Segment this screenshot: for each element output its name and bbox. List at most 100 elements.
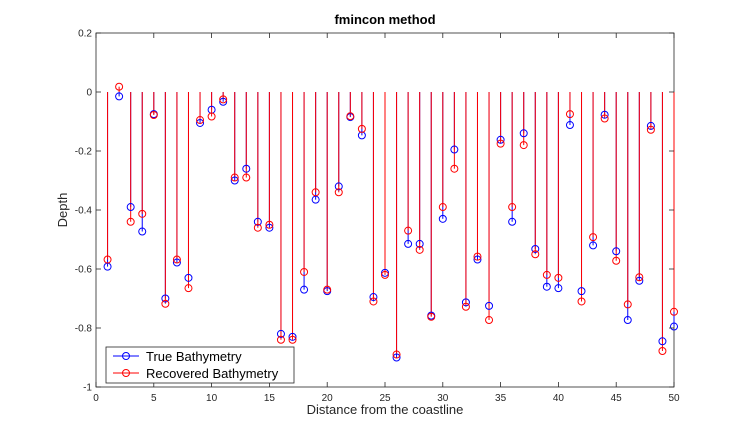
marker-s0-7 [172,258,181,267]
marker-s1-41 [565,110,574,119]
marker-s0-4 [138,227,147,236]
marker-s0-43 [589,241,598,250]
marker-s1-20 [323,285,332,294]
legend: True Bathymetry Recovered Bathymetry [105,346,295,384]
marker-s1-21 [334,188,343,197]
x-axis: 0 5 10 15 20 25 30 35 40 45 50 [93,33,680,404]
marker-s0-17 [288,332,297,341]
marker-s0-15 [265,223,274,232]
marker-s1-8 [184,284,193,293]
y-tick-label-6: 0.2 [78,29,92,40]
marker-s0-36 [508,217,517,226]
y-tick-label-4: -0.2 [75,147,93,158]
legend-marker-true [122,352,130,360]
y-tick-label-5: 0 [86,88,92,99]
marker-s1-23 [357,124,366,133]
marker-s1-33 [473,252,482,261]
marker-s1-50 [670,307,678,316]
stems-layer [107,86,675,358]
marker-s0-18 [300,285,309,294]
marker-s0-2 [115,92,124,101]
marker-s0-49 [658,337,667,346]
marker-s1-45 [612,256,621,265]
marker-s0-34 [485,301,494,310]
marker-s0-25 [381,268,389,277]
x-tick-label-25: 25 [379,393,391,404]
marker-s0-28 [415,239,424,248]
y-tick-label-2: -0.6 [75,265,93,276]
marker-s0-45 [612,247,621,256]
plot-area [95,32,678,388]
marker-s1-28 [415,245,424,254]
x-tick-label-30: 30 [437,393,449,404]
marker-s1-48 [646,125,655,134]
marker-s1-17 [288,335,297,344]
marker-s1-24 [369,297,378,306]
marker-s0-32 [461,298,470,307]
marker-s1-16 [276,335,285,344]
marker-s1-40 [554,273,563,282]
marker-s1-49 [658,347,667,356]
marker-s1-9 [196,116,205,125]
marker-s1-25 [381,270,389,279]
marker-s0-13 [242,164,251,173]
legend-label-recovered: Recovered Bathymetry [146,366,279,381]
chart-title: fmincon method [334,12,435,27]
legend-entry-true: True Bathymetry [113,349,242,364]
marker-s1-1 [103,255,112,264]
marker-s1-35 [496,139,505,148]
marker-s0-24 [369,293,378,302]
marker-s1-4 [138,209,147,218]
marker-s1-13 [242,173,251,182]
markers-layer [103,82,678,362]
x-tick-label-50: 50 [668,393,680,404]
marker-s1-18 [300,267,309,276]
marker-s0-47 [635,276,644,285]
marker-s0-12 [230,176,239,185]
marker-s1-6 [161,299,170,308]
marker-s1-19 [311,188,320,197]
x-tick-label-35: 35 [495,393,507,404]
marker-s0-27 [404,239,413,248]
marker-s1-36 [508,203,517,212]
y-axis: -1 -0.8 -0.6 -0.4 -0.2 0 0.2 [75,29,674,394]
x-tick-label-40: 40 [553,393,565,404]
marker-s1-29 [427,312,436,321]
marker-s1-10 [207,112,216,121]
marker-s0-37 [519,129,528,138]
marker-s0-33 [473,255,482,264]
marker-s0-35 [496,135,505,144]
marker-s1-2 [115,82,124,91]
legend-box [105,346,295,384]
y-tick-label-3: -0.4 [75,206,93,217]
marker-s0-31 [450,145,459,154]
x-axis-label: Distance from the coastline [307,402,464,417]
marker-s1-42 [577,297,586,306]
marker-s0-39 [542,282,551,291]
marker-s0-30 [438,214,447,223]
marker-s0-50 [670,322,678,331]
x-tick-label-15: 15 [264,393,276,404]
legend-label-true: True Bathymetry [146,349,242,364]
marker-s1-27 [404,226,413,235]
marker-s0-40 [554,284,563,293]
marker-s0-44 [600,110,609,119]
marker-s0-14 [253,217,262,226]
marker-s1-22 [346,112,355,121]
marker-s0-38 [531,244,540,253]
marker-s0-6 [161,294,170,303]
marker-s0-26 [392,353,401,362]
marker-s1-11 [219,95,228,104]
marker-s1-32 [461,302,470,311]
marker-s0-23 [357,131,366,140]
marker-s1-12 [230,173,239,182]
legend-entry-recovered: Recovered Bathymetry [113,366,279,381]
marker-s1-44 [600,114,609,123]
x-tick-label-10: 10 [206,393,218,404]
marker-s0-11 [219,97,228,106]
marker-s0-8 [184,273,193,282]
marker-s1-38 [531,250,540,259]
marker-s1-5 [149,111,158,120]
marker-s0-41 [565,121,574,130]
